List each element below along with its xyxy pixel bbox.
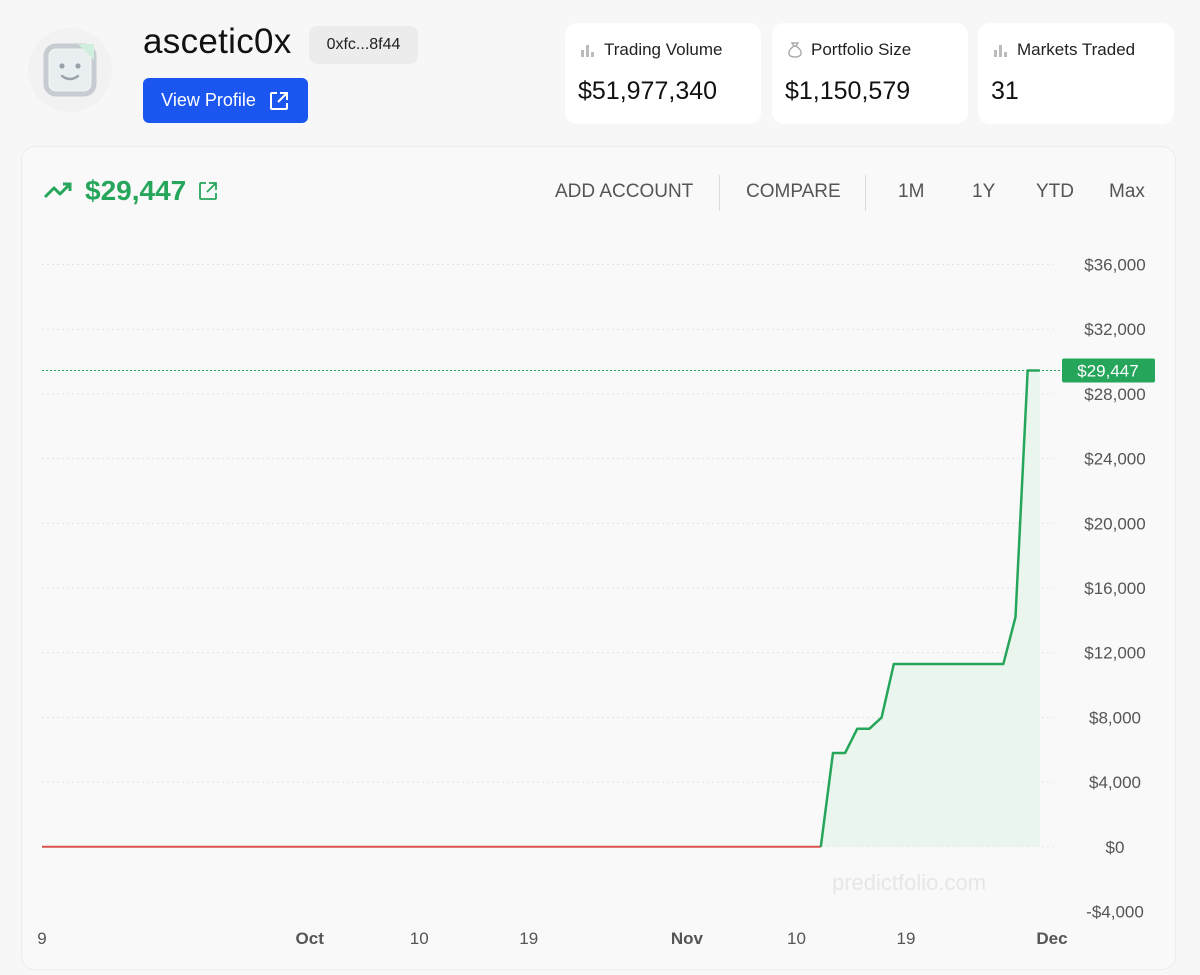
stat-label: Portfolio Size	[811, 40, 912, 59]
x-tick-label: Dec	[1036, 929, 1067, 948]
stat-card-markets-traded: Markets Traded 31	[978, 23, 1174, 124]
watermark-text: predictfolio.com	[832, 870, 986, 895]
y-tick-label: $16,000	[1084, 579, 1145, 598]
money-bag-icon	[788, 42, 802, 58]
trending-up-icon	[43, 182, 72, 199]
x-tick-label: Nov	[671, 929, 704, 948]
range-max-button[interactable]: Max	[1109, 181, 1145, 202]
x-tick-label: 19	[519, 929, 538, 948]
wallet-address-chip[interactable]: 0xfc...8f44	[309, 26, 418, 64]
portfolio-line-chart[interactable]: $36,000 $32,000 $28,000 $24,000 $20,000 $16,0…	[22, 147, 1177, 969]
stat-label: Trading Volume	[604, 40, 723, 59]
avatar[interactable]	[28, 28, 112, 112]
x-tick-label: Oct	[296, 929, 325, 948]
y-tick-label: $0	[1106, 838, 1125, 857]
profile-name: ascetic0x	[143, 22, 292, 61]
add-account-button[interactable]: ADD ACCOUNT	[555, 181, 694, 202]
stat-value: 31	[991, 77, 1019, 105]
current-value-tag	[1062, 358, 1155, 383]
pnl-header: $29,447	[43, 175, 218, 207]
stat-card-trading-volume: Trading Volume $51,977,340	[565, 23, 761, 124]
y-tick-label: $28,000	[1084, 385, 1145, 404]
toolbar-divider	[865, 175, 866, 211]
y-tick-label: $32,000	[1084, 320, 1145, 339]
x-tick-label: 9	[37, 929, 46, 948]
current-value-label: $29,447	[1077, 361, 1138, 380]
external-link-icon	[269, 91, 288, 110]
series-line	[819, 369, 1040, 847]
toolbar-divider	[719, 175, 720, 211]
y-tick-label: $20,000	[1084, 514, 1145, 533]
robot-avatar-icon	[43, 43, 97, 97]
range-1y-button[interactable]: 1Y	[972, 181, 996, 202]
y-tick-label: $36,000	[1084, 256, 1145, 275]
view-profile-label: View Profile	[161, 90, 256, 110]
stat-value: $1,150,579	[785, 77, 911, 105]
bar-chart-icon	[581, 45, 594, 57]
range-1m-button[interactable]: 1M	[898, 181, 925, 202]
y-tick-label: $24,000	[1084, 450, 1145, 469]
range-ytd-button[interactable]: YTD	[1036, 181, 1074, 202]
external-link-icon[interactable]	[198, 181, 218, 201]
portfolio-chart-card: $29,447 ADD ACCOUNT COMPARE 1M 1Y YTD Ma…	[21, 146, 1176, 970]
y-tick-label: $4,000	[1089, 773, 1141, 792]
y-tick-label: $8,000	[1089, 708, 1141, 727]
compare-button[interactable]: COMPARE	[746, 181, 841, 202]
stat-card-portfolio-size: Portfolio Size $1,150,579	[772, 23, 968, 124]
view-profile-button[interactable]: View Profile	[143, 78, 308, 123]
area-fill	[42, 370, 1040, 847]
x-tick-label: 19	[897, 929, 916, 948]
pnl-value: $29,447	[85, 175, 187, 206]
y-tick-label: $12,000	[1084, 644, 1145, 663]
x-tick-label: 10	[787, 929, 806, 948]
y-tick-label: -$4,000	[1086, 903, 1144, 922]
stat-label: Markets Traded	[1017, 40, 1136, 59]
bar-chart-icon	[994, 45, 1007, 57]
x-tick-label: 10	[410, 929, 429, 948]
stat-value: $51,977,340	[578, 77, 718, 105]
